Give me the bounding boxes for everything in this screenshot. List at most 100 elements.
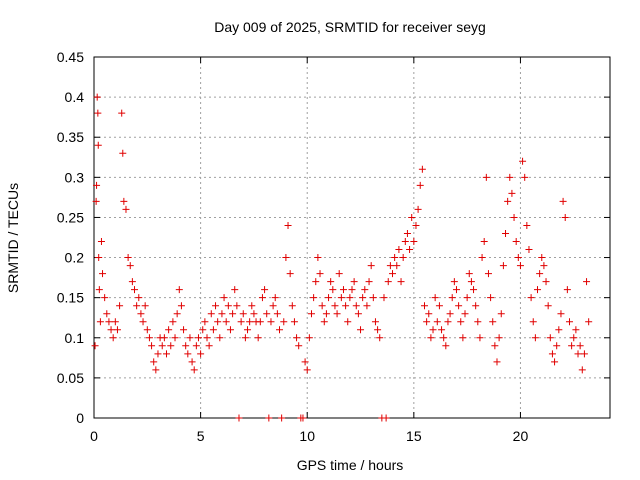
data-point — [369, 294, 377, 302]
data-point — [325, 294, 333, 302]
data-point — [160, 334, 168, 342]
data-point — [194, 334, 202, 342]
chart-title: Day 009 of 2025, SRMTID for receiver sey… — [214, 19, 486, 35]
data-point — [463, 294, 471, 302]
data-point — [474, 318, 482, 326]
data-point — [139, 318, 147, 326]
data-point — [350, 278, 358, 286]
data-point — [120, 197, 128, 205]
data-point — [478, 254, 486, 262]
data-point — [199, 326, 207, 334]
data-point — [154, 350, 162, 358]
data-point — [237, 318, 245, 326]
data-point — [152, 366, 160, 374]
data-point — [393, 262, 401, 270]
data-point — [103, 310, 111, 318]
y-tick-label: 0.25 — [57, 209, 84, 225]
x-tick-label: 0 — [90, 428, 98, 444]
data-point — [470, 286, 478, 294]
data-point — [173, 310, 181, 318]
data-point — [201, 318, 209, 326]
data-point — [180, 326, 188, 334]
data-point — [506, 173, 514, 181]
data-point — [365, 278, 373, 286]
data-point — [527, 294, 535, 302]
data-point — [395, 246, 403, 254]
data-point — [548, 350, 556, 358]
data-point — [197, 350, 205, 358]
data-point — [408, 213, 416, 221]
y-tick-label: 0.15 — [57, 290, 84, 306]
data-point — [467, 278, 475, 286]
data-point — [438, 326, 446, 334]
axis-ticks — [93, 56, 610, 419]
y-tick-label: 0 — [76, 410, 84, 426]
data-point — [109, 334, 117, 342]
data-point — [111, 318, 119, 326]
data-point — [99, 270, 107, 278]
data-point — [497, 310, 505, 318]
data-point — [465, 270, 473, 278]
data-point — [128, 278, 136, 286]
data-point — [376, 334, 384, 342]
data-point — [162, 350, 170, 358]
data-point — [93, 181, 101, 189]
data-point — [452, 286, 460, 294]
data-point — [118, 109, 126, 117]
x-axis-label: GPS time / hours — [297, 457, 404, 473]
data-point — [133, 302, 141, 310]
data-point — [116, 302, 124, 310]
data-point — [203, 334, 211, 342]
data-point — [553, 342, 561, 350]
data-point — [544, 302, 552, 310]
data-point — [280, 318, 288, 326]
data-point — [391, 254, 399, 262]
data-point — [583, 278, 591, 286]
data-point — [186, 334, 194, 342]
data-point — [416, 181, 424, 189]
data-point — [382, 414, 390, 422]
data-point — [389, 270, 397, 278]
data-point — [461, 310, 469, 318]
data-point — [122, 205, 130, 213]
data-point — [165, 326, 173, 334]
data-point — [148, 342, 156, 350]
data-point — [420, 302, 428, 310]
data-point — [137, 310, 145, 318]
data-point — [480, 238, 488, 246]
data-point — [502, 229, 510, 237]
data-point — [542, 278, 550, 286]
data-point — [504, 197, 512, 205]
data-point — [269, 302, 277, 310]
data-point — [209, 326, 217, 334]
data-point — [184, 350, 192, 358]
y-tick-label: 0.35 — [57, 129, 84, 145]
data-point — [344, 318, 352, 326]
data-point — [414, 205, 422, 213]
y-tick-label: 0.05 — [57, 370, 84, 386]
data-point — [131, 286, 139, 294]
y-tick-labels: 0 0.05 0.1 0.15 0.2 0.25 0.3 0.35 0.4 0.45 — [57, 49, 84, 426]
data-point — [538, 254, 546, 262]
data-point — [263, 310, 271, 318]
data-point — [305, 334, 313, 342]
data-point — [278, 414, 286, 422]
data-point — [286, 270, 294, 278]
data-point — [158, 342, 166, 350]
data-point — [276, 326, 284, 334]
data-point — [367, 262, 375, 270]
data-point — [574, 350, 582, 358]
data-point — [557, 310, 565, 318]
data-point — [363, 302, 371, 310]
data-point — [516, 262, 524, 270]
data-point — [254, 334, 262, 342]
data-point — [327, 278, 335, 286]
y-tick-label: 0.1 — [65, 330, 85, 346]
data-point — [96, 318, 104, 326]
y-tick-label: 0.4 — [65, 89, 85, 105]
y-axis-label: SRMTID / TECUs — [5, 183, 21, 293]
data-point — [265, 414, 273, 422]
data-point — [563, 286, 571, 294]
data-point — [499, 262, 507, 270]
data-point — [585, 318, 593, 326]
